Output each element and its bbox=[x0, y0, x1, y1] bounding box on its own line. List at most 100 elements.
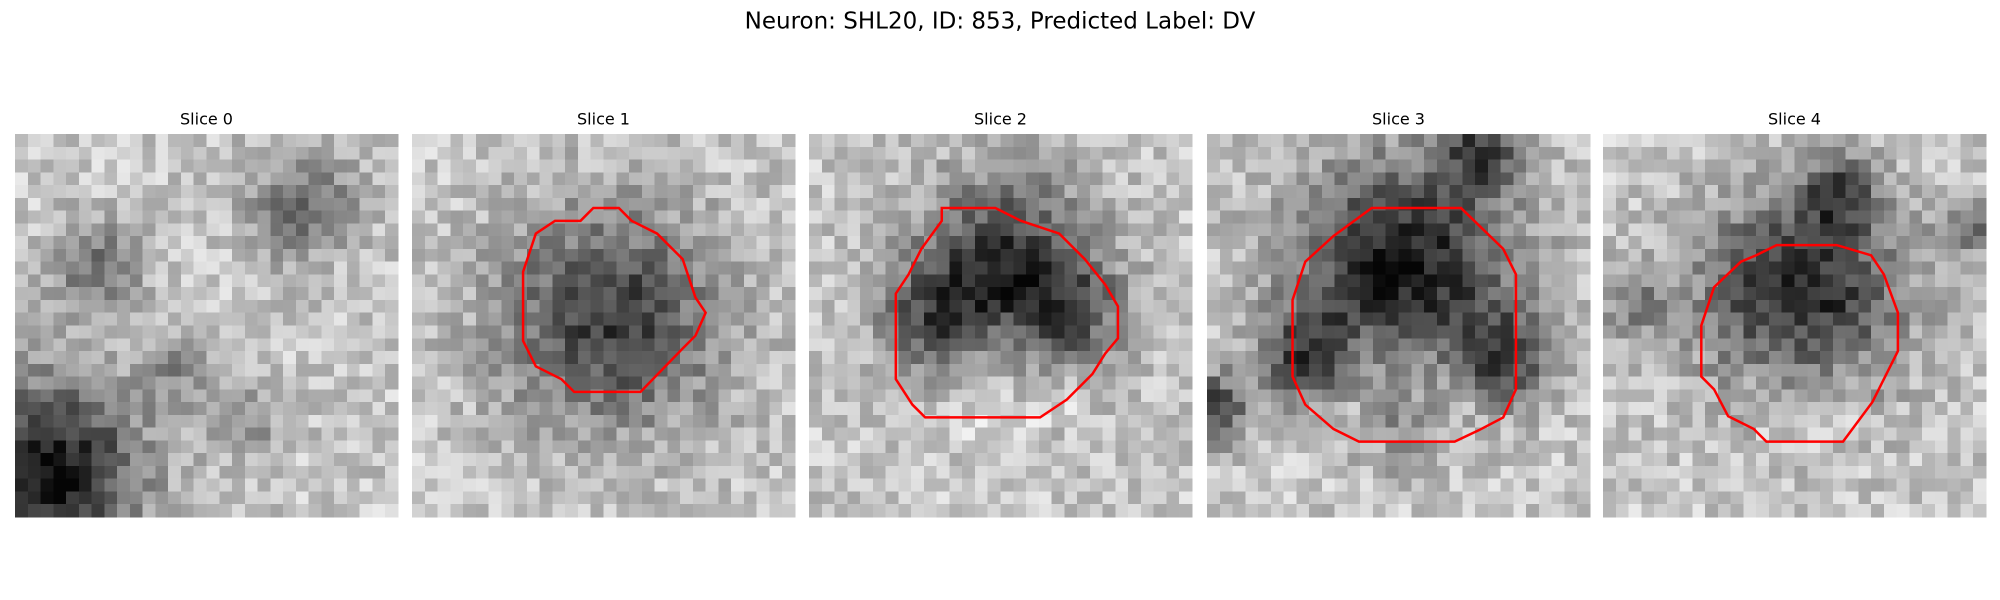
pixel bbox=[1564, 453, 1578, 467]
pixel bbox=[514, 185, 528, 199]
pixel bbox=[15, 210, 29, 224]
pixel bbox=[372, 172, 386, 186]
pixel bbox=[552, 185, 566, 199]
pixel bbox=[1436, 351, 1451, 365]
pixel bbox=[1781, 465, 1795, 480]
pixel bbox=[885, 159, 899, 173]
pixel bbox=[629, 465, 643, 480]
pixel bbox=[193, 146, 207, 161]
pixel bbox=[974, 236, 989, 250]
pixel bbox=[616, 402, 630, 416]
pixel bbox=[692, 363, 707, 378]
pixel bbox=[1960, 210, 1974, 224]
pixel bbox=[1398, 478, 1412, 492]
pixel bbox=[603, 185, 617, 199]
pixel bbox=[692, 478, 707, 492]
pixel bbox=[1038, 440, 1053, 454]
pixel bbox=[463, 402, 477, 416]
pixel bbox=[718, 453, 732, 467]
pixel bbox=[295, 274, 310, 288]
pixel bbox=[1000, 312, 1014, 326]
pixel bbox=[1102, 134, 1116, 148]
pixel bbox=[552, 236, 566, 250]
pixel bbox=[1398, 414, 1412, 429]
pixel bbox=[1436, 159, 1451, 173]
pixel bbox=[206, 504, 220, 518]
pixel bbox=[539, 376, 553, 390]
pixel bbox=[987, 172, 1001, 186]
pixel bbox=[1347, 223, 1361, 237]
pixel bbox=[1128, 325, 1142, 339]
pixel bbox=[1922, 134, 1936, 148]
pixel bbox=[1730, 325, 1744, 339]
pixel bbox=[91, 223, 105, 237]
pixel bbox=[1883, 261, 1898, 275]
pixel bbox=[1102, 236, 1116, 250]
pixel bbox=[270, 414, 284, 429]
pixel bbox=[1334, 261, 1348, 275]
pixel bbox=[1064, 134, 1078, 148]
pixel bbox=[142, 427, 156, 441]
pixel bbox=[1179, 236, 1193, 250]
pixel bbox=[1462, 465, 1476, 480]
pixel bbox=[1564, 236, 1578, 250]
pixel bbox=[1768, 312, 1783, 326]
pixel bbox=[1166, 440, 1180, 454]
pixel bbox=[1743, 312, 1757, 326]
pixel bbox=[1411, 440, 1425, 454]
pixel bbox=[590, 185, 604, 199]
pixel bbox=[1603, 172, 1617, 186]
pixel bbox=[1768, 414, 1783, 429]
pixel bbox=[1756, 351, 1770, 365]
pixel bbox=[1973, 134, 1987, 148]
pixel bbox=[463, 440, 477, 454]
pixel bbox=[1089, 287, 1104, 301]
pixel bbox=[872, 287, 887, 301]
pixel bbox=[1756, 414, 1770, 429]
pixel bbox=[1909, 414, 1923, 429]
pixel bbox=[718, 351, 732, 365]
roi-contour bbox=[1700, 243, 1900, 443]
pixel bbox=[590, 223, 604, 237]
pixel bbox=[308, 504, 322, 518]
pixel bbox=[1679, 325, 1693, 339]
pixel bbox=[488, 185, 502, 199]
pixel bbox=[1551, 223, 1565, 237]
pixel bbox=[743, 274, 758, 288]
pixel bbox=[1756, 223, 1770, 237]
pixel bbox=[769, 453, 783, 467]
pixel bbox=[1730, 427, 1744, 441]
pixel bbox=[129, 248, 144, 263]
pixel bbox=[667, 287, 681, 301]
pixel bbox=[1013, 287, 1027, 301]
pixel bbox=[629, 274, 643, 288]
pixel bbox=[270, 223, 284, 237]
pixel bbox=[616, 338, 630, 352]
pixel bbox=[1973, 491, 1987, 505]
pixel bbox=[219, 185, 233, 199]
pixel bbox=[1871, 146, 1885, 161]
pixel bbox=[949, 338, 963, 352]
pixel bbox=[346, 210, 361, 224]
pixel bbox=[1654, 376, 1668, 390]
pixel bbox=[270, 402, 284, 416]
pixel bbox=[1679, 440, 1693, 454]
pixel bbox=[244, 338, 259, 352]
pixel bbox=[463, 248, 477, 263]
pixel bbox=[1372, 312, 1387, 326]
pixel bbox=[936, 287, 950, 301]
pixel bbox=[450, 287, 464, 301]
pixel bbox=[155, 453, 169, 467]
pixel bbox=[1628, 363, 1642, 378]
pixel bbox=[616, 363, 630, 378]
pixel bbox=[193, 427, 207, 441]
pixel bbox=[1475, 440, 1489, 454]
pixel bbox=[552, 351, 566, 365]
pixel bbox=[526, 261, 541, 275]
pixel bbox=[1038, 478, 1053, 492]
pixel bbox=[488, 197, 502, 212]
pixel bbox=[1077, 414, 1091, 429]
pixel bbox=[1692, 363, 1706, 378]
pixel bbox=[974, 172, 989, 186]
pixel bbox=[40, 236, 54, 250]
